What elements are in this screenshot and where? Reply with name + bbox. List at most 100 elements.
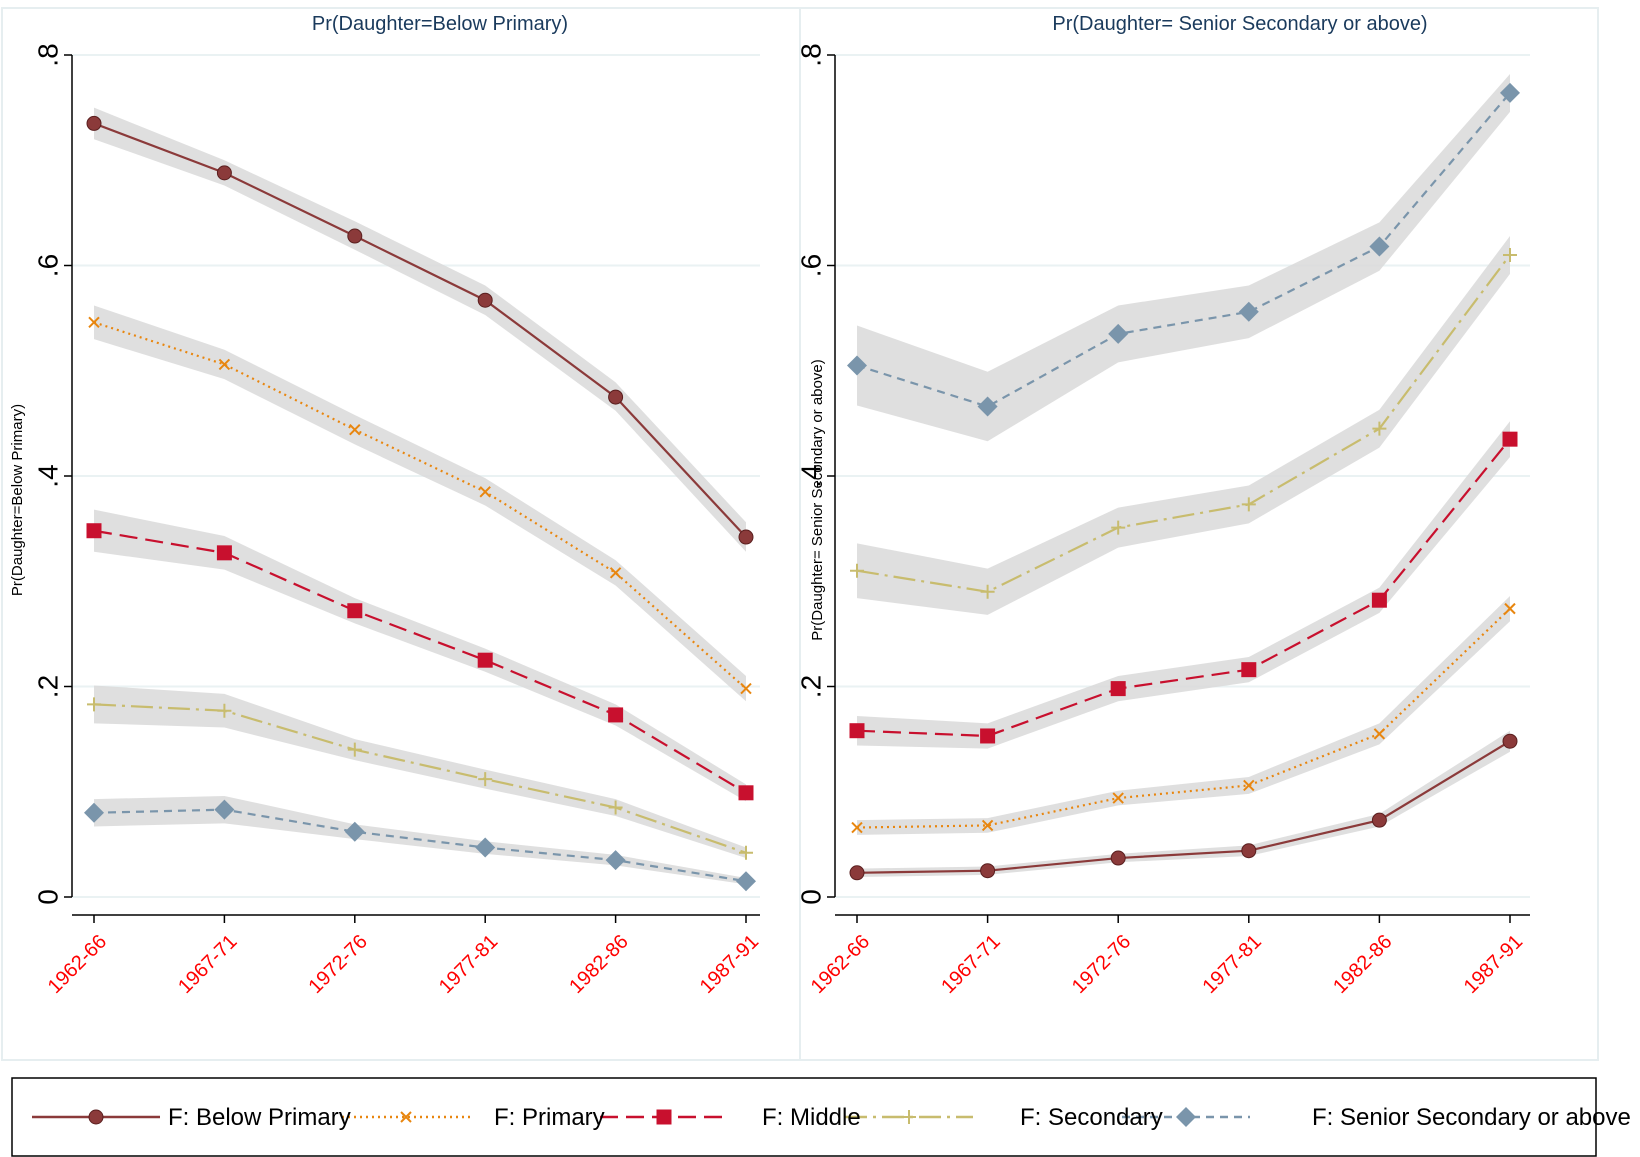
right-point-below-primary-0 [849, 865, 865, 881]
left-point-secondary-0 [87, 697, 101, 712]
right-point-senior-secondary-or-above-1 [977, 396, 998, 417]
right-point-middle-3 [1241, 662, 1257, 678]
right-point-secondary-3 [1241, 497, 1256, 512]
right-point-primary-1 [981, 819, 994, 832]
right-y-tick-label-1: .2 [795, 675, 826, 698]
right-band-primary [857, 595, 1510, 835]
right-point-below-primary-3 [1241, 843, 1257, 859]
right-line-primary [856, 607, 1511, 829]
right-point-primary-5 [1504, 602, 1516, 615]
left-point-middle-4 [608, 707, 624, 723]
right-point-senior-secondary-or-above-5 [1500, 82, 1520, 103]
left-line-middle [93, 529, 747, 794]
left-line-primary [93, 321, 747, 690]
right-line-secondary [856, 254, 1511, 593]
left-point-secondary-1 [217, 703, 232, 718]
right-point-senior-secondary-or-above-4 [1369, 236, 1390, 257]
legend-key-marker-below-primary [88, 1109, 104, 1125]
right-panel-title: Pr(Daughter= Senior Secondary or above) [1052, 13, 1427, 35]
legend-keys [32, 1107, 1250, 1127]
legend-label-middle: F: Middle [762, 1104, 861, 1131]
left-band-middle [94, 509, 746, 802]
right-y-axis-label: Pr(Daughter= Senior Secondary or above) [809, 359, 826, 640]
legend-key-marker-primary [400, 1111, 412, 1123]
left-point-below-primary-0 [86, 115, 102, 131]
legend-key-marker-senior-secondary-or-above [1176, 1107, 1196, 1127]
left-point-secondary-2 [347, 742, 362, 757]
right-line-senior-secondary-or-above [856, 92, 1511, 408]
right-band-senior-secondary-or-above [857, 73, 1510, 442]
legend-label-senior-secondary: F: Senior Secondary or above [1312, 1104, 1631, 1131]
left-point-senior-secondary-or-above-4 [605, 850, 626, 871]
right-point-primary-0 [851, 821, 863, 834]
right-y-tick-label-0: 0 [795, 889, 826, 905]
left-point-primary-2 [349, 423, 361, 436]
right-point-below-primary-5 [1502, 733, 1518, 749]
left-y-tick-label-1: .2 [32, 675, 63, 698]
legend-key-marker-secondary [902, 1110, 916, 1124]
right-panel-frame [799, 7, 1599, 1061]
left-point-primary-3 [479, 486, 491, 498]
left-point-middle-1 [216, 545, 232, 561]
left-point-senior-secondary-or-above-2 [344, 821, 365, 842]
left-y-tick-label-0: 0 [32, 889, 63, 905]
right-band-middle [857, 421, 1510, 749]
legend-label-primary: F: Primary [494, 1104, 605, 1131]
left-point-below-primary-3 [477, 292, 493, 308]
legend-label-secondary: F: Secondary [1020, 1104, 1163, 1131]
left-point-below-primary-2 [347, 228, 363, 244]
left-line-below-primary [93, 122, 747, 538]
left-point-primary-1 [218, 358, 231, 371]
left-panel-title: Pr(Daughter=Below Primary) [312, 13, 568, 35]
right-point-primary-2 [1112, 792, 1124, 804]
left-point-middle-5 [738, 785, 754, 801]
right-point-secondary-2 [1111, 520, 1126, 535]
left-y-tick-label-2: .4 [32, 464, 63, 487]
left-point-below-primary-1 [216, 165, 232, 181]
right-point-secondary-0 [850, 563, 864, 578]
left-point-primary-4 [609, 567, 622, 579]
right-y-tick-label-2: .4 [795, 464, 826, 487]
left-y-tick-label-4: .8 [32, 43, 63, 66]
left-point-senior-secondary-or-above-0 [84, 802, 104, 823]
right-point-primary-3 [1243, 779, 1255, 792]
right-point-middle-4 [1371, 592, 1387, 608]
left-point-middle-0 [86, 523, 102, 539]
left-point-senior-secondary-or-above-1 [214, 799, 235, 820]
left-line-secondary [93, 703, 747, 854]
right-point-secondary-1 [980, 584, 995, 599]
right-point-middle-5 [1502, 431, 1518, 447]
right-point-senior-secondary-or-above-3 [1238, 301, 1259, 322]
left-point-primary-0 [88, 316, 100, 329]
right-line-middle [856, 438, 1511, 738]
right-point-secondary-4 [1372, 421, 1387, 436]
right-point-senior-secondary-or-above-2 [1108, 323, 1129, 344]
right-y-tick-label-3: .6 [795, 254, 826, 277]
right-point-below-primary-2 [1110, 850, 1126, 866]
left-point-secondary-4 [608, 800, 623, 815]
legend-key-marker-middle [656, 1109, 672, 1125]
left-point-senior-secondary-or-above-3 [475, 837, 496, 858]
left-y-axis-label: Pr(Daughter=Below Primary) [9, 404, 26, 596]
left-band-primary [94, 305, 746, 702]
right-point-middle-1 [980, 728, 996, 744]
left-point-below-primary-4 [608, 389, 624, 405]
legend-box [11, 1077, 1597, 1157]
right-point-senior-secondary-or-above-0 [847, 355, 867, 376]
left-line-senior-secondary-or-above [93, 808, 747, 883]
right-point-primary-4 [1373, 728, 1386, 740]
right-point-secondary-5 [1503, 247, 1517, 262]
left-point-primary-5 [740, 682, 752, 695]
right-y-tick-label-4: .8 [795, 43, 826, 66]
right-point-below-primary-4 [1371, 812, 1387, 828]
left-band-below-primary [94, 107, 746, 552]
left-point-secondary-5 [739, 845, 753, 860]
left-point-below-primary-5 [738, 529, 754, 545]
left-y-tick-label-3: .6 [32, 254, 63, 277]
right-point-below-primary-1 [980, 863, 996, 879]
legend-label-below-primary: F: Below Primary [168, 1104, 351, 1131]
left-point-secondary-3 [478, 772, 493, 787]
left-point-middle-2 [347, 603, 363, 619]
left-band-secondary [94, 685, 746, 859]
